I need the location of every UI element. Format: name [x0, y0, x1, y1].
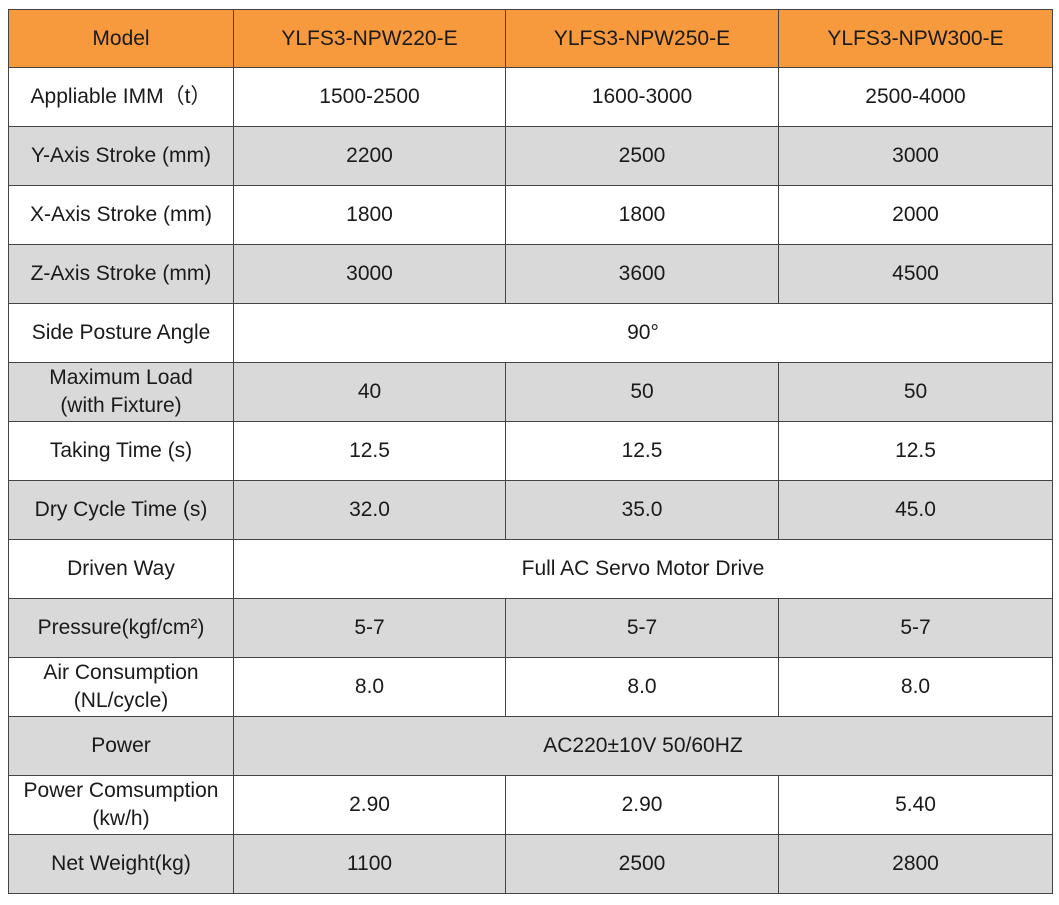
value-cell: 12.5: [233, 421, 506, 481]
row-label: Dry Cycle Time (s): [8, 480, 234, 540]
row-label: Pressure(kgf/cm²): [8, 598, 234, 658]
spec-table-body: Model YLFS3-NPW220-E YLFS3-NPW250-E YLFS…: [8, 9, 1053, 894]
merged-value-cell: Full AC Servo Motor Drive: [233, 539, 1053, 599]
table-row: Appliable IMM（t） 1500-2500 1600-3000 2500-4…: [8, 67, 1053, 127]
table-row: Z-Axis Stroke (mm) 3000 3600 4500: [8, 244, 1053, 304]
value-cell: 8.0: [233, 657, 506, 717]
value-cell: 1500-2500: [233, 67, 506, 127]
table-row: Side Posture Angle 90°: [8, 303, 1053, 363]
header-cell-npw300: YLFS3-NPW300-E: [778, 9, 1053, 68]
value-cell: 5-7: [778, 598, 1053, 658]
value-cell: 2500: [505, 834, 779, 894]
table-row: Dry Cycle Time (s) 32.0 35.0 45.0: [8, 480, 1053, 540]
table-row: Power AC220±10V 50/60HZ: [8, 716, 1053, 776]
value-cell: 5-7: [505, 598, 779, 658]
value-cell: 12.5: [778, 421, 1053, 481]
header-cell-npw250: YLFS3-NPW250-E: [505, 9, 779, 68]
value-cell: 4500: [778, 244, 1053, 304]
value-cell: 3000: [778, 126, 1053, 186]
value-cell: 1600-3000: [505, 67, 779, 127]
header-cell-model: Model: [8, 9, 234, 68]
value-cell: 50: [505, 362, 779, 422]
value-cell: 1100: [233, 834, 506, 894]
value-cell: 5-7: [233, 598, 506, 658]
table-row: Net Weight(kg) 1100 2500 2800: [8, 834, 1053, 894]
value-cell: 2.90: [505, 775, 779, 835]
value-cell: 2500-4000: [778, 67, 1053, 127]
value-cell: 3000: [233, 244, 506, 304]
table-row: Y-Axis Stroke (mm) 2200 2500 3000: [8, 126, 1053, 186]
row-label: X-Axis Stroke (mm): [8, 185, 234, 245]
row-label: Driven Way: [8, 539, 234, 599]
value-cell: 5.40: [778, 775, 1053, 835]
value-cell: 2.90: [233, 775, 506, 835]
table-row: Pressure(kgf/cm²) 5-7 5-7 5-7: [8, 598, 1053, 658]
value-cell: 40: [233, 362, 506, 422]
row-label: Air Consumption (NL/cycle): [8, 657, 234, 717]
row-label: Z-Axis Stroke (mm): [8, 244, 234, 304]
row-label: Net Weight(kg): [8, 834, 234, 894]
value-cell: 32.0: [233, 480, 506, 540]
row-label: Maximum Load (with Fixture): [8, 362, 234, 422]
merged-value-cell: AC220±10V 50/60HZ: [233, 716, 1053, 776]
row-label: Power Comsumption (kw/h): [8, 775, 234, 835]
value-cell: 45.0: [778, 480, 1053, 540]
table-row: Taking Time (s) 12.5 12.5 12.5: [8, 421, 1053, 481]
value-cell: 2500: [505, 126, 779, 186]
row-label: Appliable IMM（t）: [8, 67, 234, 127]
row-label: Power: [8, 716, 234, 776]
merged-value-cell: 90°: [233, 303, 1053, 363]
table-row: Air Consumption (NL/cycle) 8.0 8.0 8.0: [8, 657, 1053, 717]
value-cell: 2800: [778, 834, 1053, 894]
value-cell: 8.0: [778, 657, 1053, 717]
table-row: Maximum Load (with Fixture) 40 50 50: [8, 362, 1053, 422]
value-cell: 2000: [778, 185, 1053, 245]
header-cell-npw220: YLFS3-NPW220-E: [233, 9, 506, 68]
value-cell: 12.5: [505, 421, 779, 481]
table-header-row: Model YLFS3-NPW220-E YLFS3-NPW250-E YLFS…: [8, 9, 1053, 68]
spec-table: Model YLFS3-NPW220-E YLFS3-NPW250-E YLFS…: [8, 9, 1053, 894]
value-cell: 35.0: [505, 480, 779, 540]
table-row: Driven Way Full AC Servo Motor Drive: [8, 539, 1053, 599]
value-cell: 1800: [505, 185, 779, 245]
value-cell: 50: [778, 362, 1053, 422]
table-row: X-Axis Stroke (mm) 1800 1800 2000: [8, 185, 1053, 245]
row-label: Taking Time (s): [8, 421, 234, 481]
value-cell: 1800: [233, 185, 506, 245]
row-label: Y-Axis Stroke (mm): [8, 126, 234, 186]
value-cell: 2200: [233, 126, 506, 186]
table-row: Power Comsumption (kw/h) 2.90 2.90 5.40: [8, 775, 1053, 835]
row-label: Side Posture Angle: [8, 303, 234, 363]
value-cell: 8.0: [505, 657, 779, 717]
value-cell: 3600: [505, 244, 779, 304]
